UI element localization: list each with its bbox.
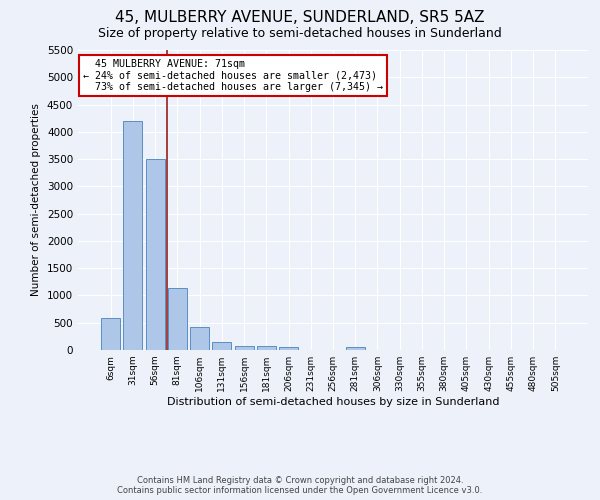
Text: 45 MULBERRY AVENUE: 71sqm
← 24% of semi-detached houses are smaller (2,473)
  73: 45 MULBERRY AVENUE: 71sqm ← 24% of semi-… bbox=[83, 59, 383, 92]
Bar bbox=[124, 121, 142, 350]
Y-axis label: Number of semi-detached properties: Number of semi-detached properties bbox=[31, 104, 41, 296]
Bar bbox=[279, 346, 298, 350]
Bar bbox=[190, 327, 209, 350]
Text: 45, MULBERRY AVENUE, SUNDERLAND, SR5 5AZ: 45, MULBERRY AVENUE, SUNDERLAND, SR5 5AZ bbox=[115, 10, 485, 25]
Bar bbox=[346, 346, 365, 350]
X-axis label: Distribution of semi-detached houses by size in Sunderland: Distribution of semi-detached houses by … bbox=[167, 397, 499, 407]
Bar bbox=[168, 288, 187, 350]
Bar bbox=[146, 159, 164, 350]
Bar bbox=[101, 318, 120, 350]
Bar bbox=[257, 346, 276, 350]
Text: Contains HM Land Registry data © Crown copyright and database right 2024.
Contai: Contains HM Land Registry data © Crown c… bbox=[118, 476, 482, 495]
Bar bbox=[212, 342, 231, 350]
Bar bbox=[235, 346, 254, 350]
Text: Size of property relative to semi-detached houses in Sunderland: Size of property relative to semi-detach… bbox=[98, 28, 502, 40]
